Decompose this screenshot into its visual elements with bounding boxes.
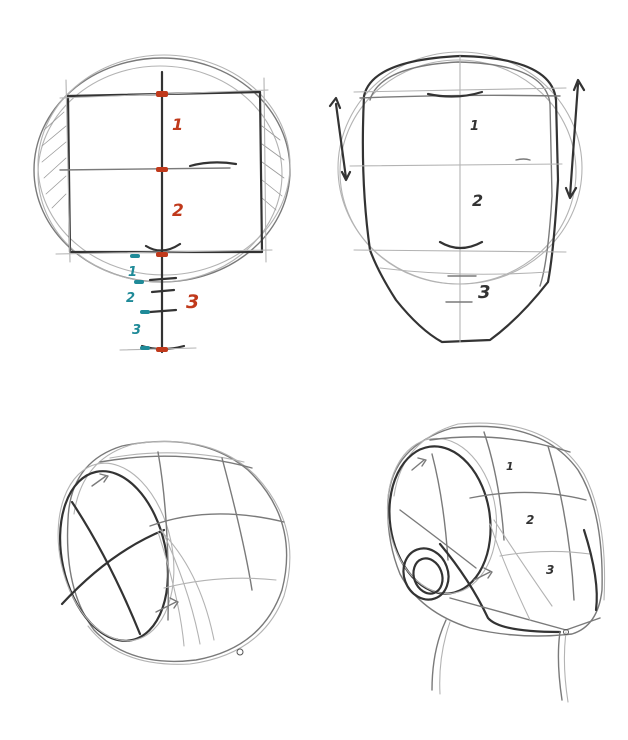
label-3: 3 (546, 563, 554, 577)
meridian (157, 451, 169, 621)
teal-label-1: 1 (128, 265, 137, 280)
meridian (483, 431, 505, 541)
teal-proportion-markers (130, 254, 150, 350)
cross-line (70, 500, 142, 636)
brow-stroke (188, 161, 238, 168)
fan-line (161, 529, 201, 645)
brow-line (59, 167, 231, 171)
cranium-circle-sketch (37, 65, 283, 283)
cranium-ball (66, 440, 288, 663)
nose-mark (438, 240, 484, 250)
side-plane-ellipse (58, 470, 170, 642)
left-double-arrow (328, 96, 352, 182)
meridian (221, 457, 253, 591)
top-band (429, 436, 571, 453)
label-3: 3 (478, 282, 491, 303)
cranium-circle-sketch (339, 59, 577, 285)
side-plane-ellipse-sketch (386, 437, 498, 595)
jaw-line-sketch (449, 597, 601, 631)
fan-line (493, 519, 553, 607)
label-2: 2 (472, 191, 483, 210)
arrow (473, 567, 493, 581)
neck-left-sketch (439, 621, 451, 695)
red-label-2: 2 (172, 201, 184, 221)
arrow (91, 473, 109, 487)
nose-mark (144, 242, 182, 252)
label-2: 2 (526, 513, 534, 527)
cross-line (60, 528, 166, 606)
teal-marker (130, 254, 140, 258)
head-outline-sketch (369, 61, 553, 287)
red-marker (156, 167, 168, 172)
neck-right-sketch (563, 631, 569, 703)
teal-marker (140, 346, 150, 350)
cranium-ball-sketch (73, 440, 291, 665)
neck-right (557, 631, 563, 701)
red-marker (156, 252, 168, 257)
three-quarter-head-panel: 1 2 3 (386, 422, 606, 703)
red-label-1: 1 (172, 115, 183, 134)
cross-line (399, 509, 477, 569)
lip-mark (150, 288, 176, 294)
latitude (499, 550, 591, 557)
fan-line (159, 529, 215, 641)
neck-left (431, 619, 447, 691)
mouth-mark (148, 276, 178, 282)
cranium-ball-sketch (393, 422, 606, 601)
meridian (547, 445, 575, 601)
red-proportion-markers (156, 91, 168, 352)
eye-line (349, 163, 563, 167)
fan-line (489, 523, 531, 621)
brow-mark (426, 90, 484, 98)
ear-outer (402, 547, 450, 601)
side-plane-ellipse-sketch (57, 462, 175, 642)
latitude (469, 491, 587, 501)
teal-marker (140, 310, 150, 314)
sphere-construction-panel (57, 440, 291, 665)
latitude (149, 513, 285, 527)
red-marker (156, 347, 168, 352)
latitude (163, 577, 277, 589)
red-label-3: 3 (186, 291, 199, 313)
face-front-line (582, 528, 598, 612)
label-1: 1 (506, 460, 514, 473)
red-marker (156, 91, 168, 97)
right-double-arrow (564, 78, 586, 200)
top-band (109, 452, 245, 463)
small-circle (236, 648, 244, 656)
label-1: 1 (470, 119, 479, 134)
ear-inner (412, 557, 444, 595)
front-head-panel: 1 2 3 (328, 51, 586, 344)
teal-marker (134, 280, 144, 284)
lower-lip-mark (148, 308, 178, 314)
arrow (155, 597, 179, 613)
jaw-line (379, 267, 549, 275)
eye-mark (515, 158, 531, 161)
small-circle (563, 629, 569, 635)
teal-label-2: 2 (126, 291, 135, 306)
jaw-line (438, 542, 562, 634)
top-band (99, 455, 253, 469)
front-construction-panel: 1 2 3 1 2 3 (33, 54, 291, 354)
teal-label-3: 3 (132, 323, 141, 338)
cross-line (431, 453, 449, 561)
fan-line (157, 531, 185, 647)
arrow (411, 457, 427, 471)
